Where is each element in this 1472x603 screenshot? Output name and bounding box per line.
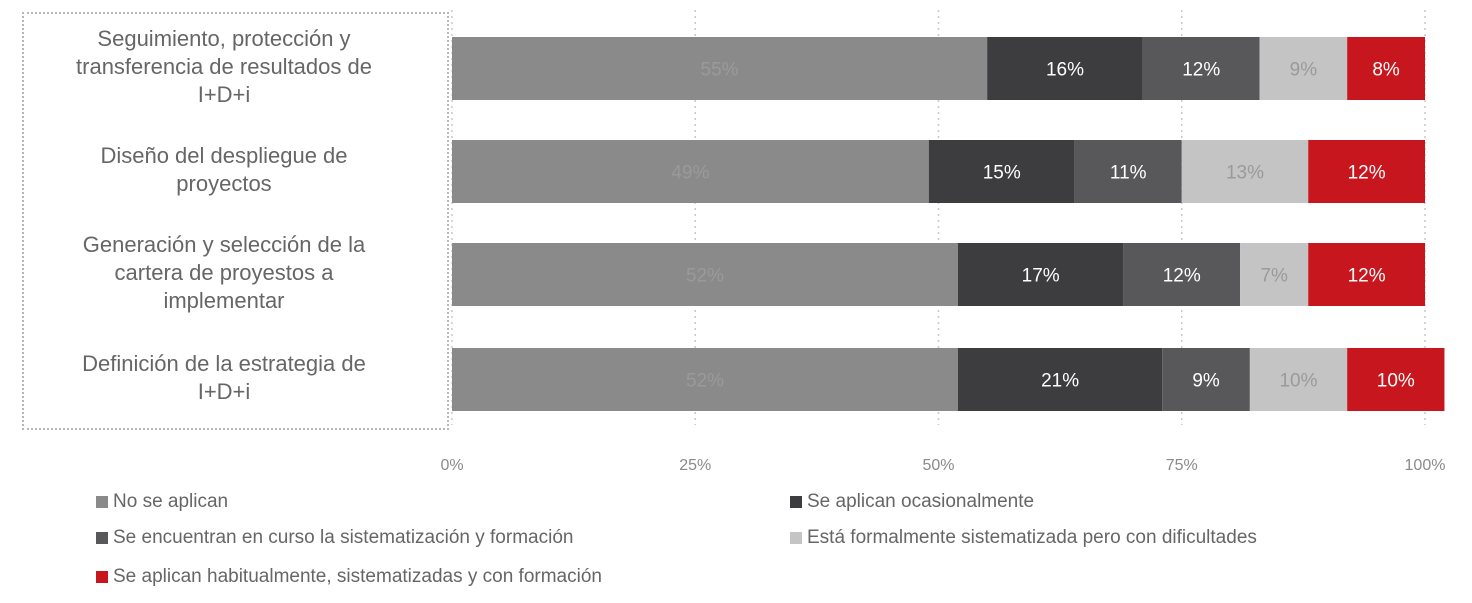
bar-segment (1259, 37, 1348, 100)
category-label: Definición de la estrategia de I+D+i (22, 350, 426, 406)
bar-segment (1181, 140, 1309, 203)
x-tick-label: 75% (1166, 457, 1198, 474)
bar-segment (1249, 348, 1348, 411)
category-label-line: Definición de la estrategia de (82, 350, 366, 376)
value-label: 12% (1182, 60, 1220, 81)
value-label: 17% (1022, 266, 1060, 287)
legend-item: Se encuentran en curso la sistematizació… (96, 527, 573, 549)
bar-segment (452, 37, 988, 100)
legend-label: Se encuentran en curso la sistematizació… (113, 527, 574, 548)
bar-segment (957, 243, 1124, 306)
value-label: 52% (686, 371, 724, 392)
value-label: 10% (1377, 371, 1415, 392)
bar-segment (928, 140, 1075, 203)
category-label-line: Diseño del despliegue de (100, 142, 348, 168)
category-label-line: proyectos (176, 170, 272, 196)
value-label: 7% (1260, 266, 1288, 287)
category-label-line: I+D+i (197, 378, 251, 404)
legend-swatch (790, 496, 802, 508)
legend-swatch (790, 532, 802, 544)
category-label: Seguimiento, protección y transferencia d… (22, 25, 426, 109)
legend-item: Está formalmente sistematizada pero con … (790, 527, 1257, 549)
bar-segment (1308, 243, 1425, 306)
legend-label: Está formalmente sistematizada pero con … (807, 527, 1257, 548)
value-label: 12% (1348, 163, 1386, 184)
value-label: 12% (1163, 266, 1201, 287)
legend-item: No se aplican (96, 491, 228, 513)
value-label: 9% (1192, 371, 1220, 392)
bar-segment (452, 140, 929, 203)
bar-segment (1123, 243, 1241, 306)
value-label: 52% (686, 266, 724, 287)
category-label: Diseño del despliegue de proyectos (22, 142, 426, 198)
value-label: 49% (671, 163, 709, 184)
value-label: 15% (983, 163, 1021, 184)
legend-label: No se aplican (113, 491, 229, 512)
value-label: 8% (1372, 60, 1400, 81)
value-label: 55% (701, 60, 739, 81)
bar-segment (452, 348, 958, 411)
value-label: 13% (1226, 163, 1264, 184)
legend-item: Se aplican habitualmente, sistematizadas… (96, 566, 602, 588)
legend-label: Se aplican ocasionalmente (807, 491, 1035, 512)
value-label: 11% (1110, 163, 1147, 184)
value-label: 21% (1041, 371, 1079, 392)
bar-segment (452, 243, 958, 306)
category-label-line: Seguimiento, protección y (97, 25, 351, 51)
x-tick-label: 100% (1405, 457, 1446, 474)
bar-segment (1074, 140, 1182, 203)
x-tick-label: 50% (922, 457, 954, 474)
bar-segment (1162, 348, 1250, 411)
bar-segment (957, 348, 1163, 411)
bar-segment (1308, 140, 1425, 203)
x-tick-label: 25% (679, 457, 711, 474)
value-label: 9% (1290, 60, 1318, 81)
x-tick-label: 0% (440, 457, 463, 474)
bar-segment (1142, 37, 1260, 100)
legend-swatch (96, 532, 108, 544)
value-label: 16% (1046, 60, 1084, 81)
value-label: 12% (1348, 266, 1386, 287)
bar-segment (1240, 243, 1309, 306)
value-label: 10% (1279, 371, 1317, 392)
category-label-line: cartera de proyestos a (114, 259, 334, 285)
bar-segment (1347, 348, 1445, 411)
bar-segment (987, 37, 1143, 100)
bar-segment (1347, 37, 1425, 100)
category-axis-frame (22, 12, 449, 430)
legend-item: Se aplican ocasionalmente (790, 491, 1034, 513)
category-label-line: transferencia de resultados de (76, 53, 372, 79)
legend-swatch (96, 571, 108, 583)
category-label-line: implementar (163, 287, 285, 313)
legend-label: Se aplican habitualmente, sistematizadas… (113, 566, 602, 587)
legend-swatch (96, 496, 108, 508)
category-label-line: I+D+i (197, 81, 251, 107)
category-label-line: Generación y selección de la (82, 231, 366, 257)
category-label: Generación y selección de la cartera de p… (22, 231, 426, 315)
